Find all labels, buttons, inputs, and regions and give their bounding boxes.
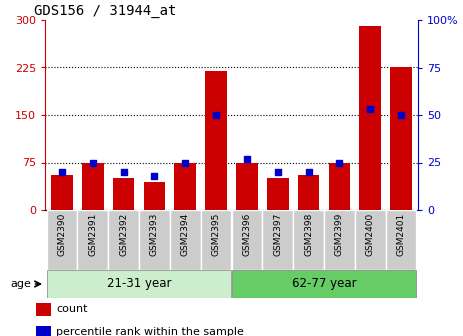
Point bbox=[58, 169, 66, 175]
Bar bbox=[232, 210, 263, 270]
Text: GSM2400: GSM2400 bbox=[366, 213, 375, 256]
Text: GSM2392: GSM2392 bbox=[119, 213, 128, 256]
Text: GSM2399: GSM2399 bbox=[335, 213, 344, 256]
Bar bbox=[108, 210, 139, 270]
Point bbox=[243, 156, 250, 161]
Point bbox=[367, 107, 374, 112]
Text: GDS156 / 31944_at: GDS156 / 31944_at bbox=[34, 4, 176, 17]
Bar bbox=[139, 210, 170, 270]
Bar bbox=[47, 210, 77, 270]
Bar bbox=[390, 68, 412, 210]
Bar bbox=[36, 303, 50, 316]
Point bbox=[120, 169, 127, 175]
Bar bbox=[236, 163, 258, 210]
Bar bbox=[36, 326, 50, 336]
Point bbox=[181, 160, 189, 165]
Text: GSM2395: GSM2395 bbox=[212, 213, 220, 256]
Bar bbox=[113, 178, 134, 210]
Point bbox=[213, 112, 220, 118]
Bar bbox=[82, 163, 104, 210]
Text: GSM2398: GSM2398 bbox=[304, 213, 313, 256]
Bar bbox=[200, 210, 232, 270]
Bar bbox=[298, 175, 319, 210]
Text: 21-31 year: 21-31 year bbox=[107, 278, 171, 291]
Point bbox=[305, 169, 312, 175]
Bar bbox=[77, 210, 108, 270]
Bar bbox=[170, 210, 200, 270]
Bar bbox=[359, 26, 381, 210]
Point bbox=[397, 112, 405, 118]
Bar bbox=[329, 163, 350, 210]
Text: GSM2394: GSM2394 bbox=[181, 213, 190, 256]
Bar bbox=[355, 210, 386, 270]
Point bbox=[336, 160, 343, 165]
Text: GSM2390: GSM2390 bbox=[57, 213, 67, 256]
Text: GSM2396: GSM2396 bbox=[243, 213, 251, 256]
Text: GSM2393: GSM2393 bbox=[150, 213, 159, 256]
Text: age: age bbox=[10, 279, 31, 289]
Bar bbox=[232, 270, 416, 298]
Text: 62-77 year: 62-77 year bbox=[292, 278, 357, 291]
Bar bbox=[47, 270, 232, 298]
Bar bbox=[267, 178, 288, 210]
Text: GSM2391: GSM2391 bbox=[88, 213, 97, 256]
Text: GSM2397: GSM2397 bbox=[273, 213, 282, 256]
Point bbox=[274, 169, 282, 175]
Bar bbox=[263, 210, 293, 270]
Text: percentile rank within the sample: percentile rank within the sample bbox=[56, 327, 244, 336]
Point bbox=[89, 160, 96, 165]
Bar bbox=[293, 210, 324, 270]
Bar bbox=[175, 163, 196, 210]
Bar bbox=[205, 71, 227, 210]
Bar bbox=[51, 175, 73, 210]
Point bbox=[151, 173, 158, 178]
Bar bbox=[386, 210, 416, 270]
Bar bbox=[324, 210, 355, 270]
Bar bbox=[144, 181, 165, 210]
Text: count: count bbox=[56, 304, 88, 314]
Text: GSM2401: GSM2401 bbox=[396, 213, 406, 256]
